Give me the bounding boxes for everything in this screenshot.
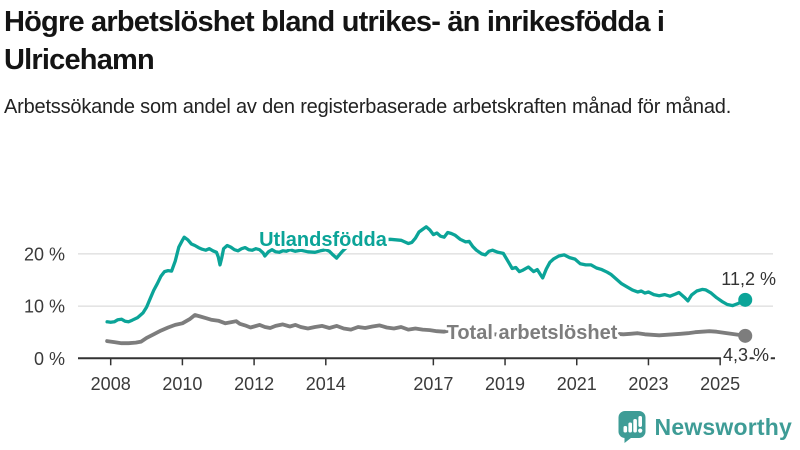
series-line-total (105, 313, 748, 346)
y-tick-label: 0 % (34, 349, 65, 369)
chart-header: Högre arbetslöshet bland utrikes- än inr… (4, 4, 796, 122)
x-tick-label: 2010 (162, 374, 202, 394)
x-tick-label: 2008 (91, 374, 131, 394)
x-tick-label: 2023 (628, 374, 668, 394)
end-value-label-total: 4,3 % (723, 345, 769, 365)
series-end-dot-total (738, 328, 753, 343)
page-title: Högre arbetslöshet bland utrikes- än inr… (4, 6, 665, 76)
y-tick-label: 20 % (24, 244, 65, 264)
x-tick-label: 2014 (306, 374, 346, 394)
page-subtitle: Arbetssökande som andel av den registerb… (4, 96, 732, 119)
brand-footer: Newsworthy (618, 410, 792, 444)
newsworthy-logo-icon (618, 410, 646, 444)
end-value-label-utlandsfodda: 11,2 % (721, 269, 776, 289)
series-line-utlandsfodda (105, 225, 747, 324)
y-tick-label: 10 % (24, 297, 65, 317)
x-tick-label: 2019 (485, 374, 525, 394)
x-tick-label: 2017 (413, 374, 453, 394)
x-tick-label: 2025 (700, 374, 740, 394)
series-label-total: Total arbetslöshet (447, 322, 618, 344)
series-label-utlandsfodda: Utlandsfödda (259, 229, 388, 251)
chart-svg: 0 % 10 % 20 % 2008 2010 2012 2014 2017 2019 2021 2… (24, 225, 779, 394)
brand-wordmark: Newsworthy (654, 413, 792, 440)
series-end-dot-utlandsfodda (738, 292, 753, 307)
x-tick-label: 2021 (557, 374, 597, 394)
x-tick-label: 2012 (234, 374, 274, 394)
line-chart: 0 % 10 % 20 % 2008 2010 2012 2014 2017 2019 2021 2… (0, 190, 800, 402)
